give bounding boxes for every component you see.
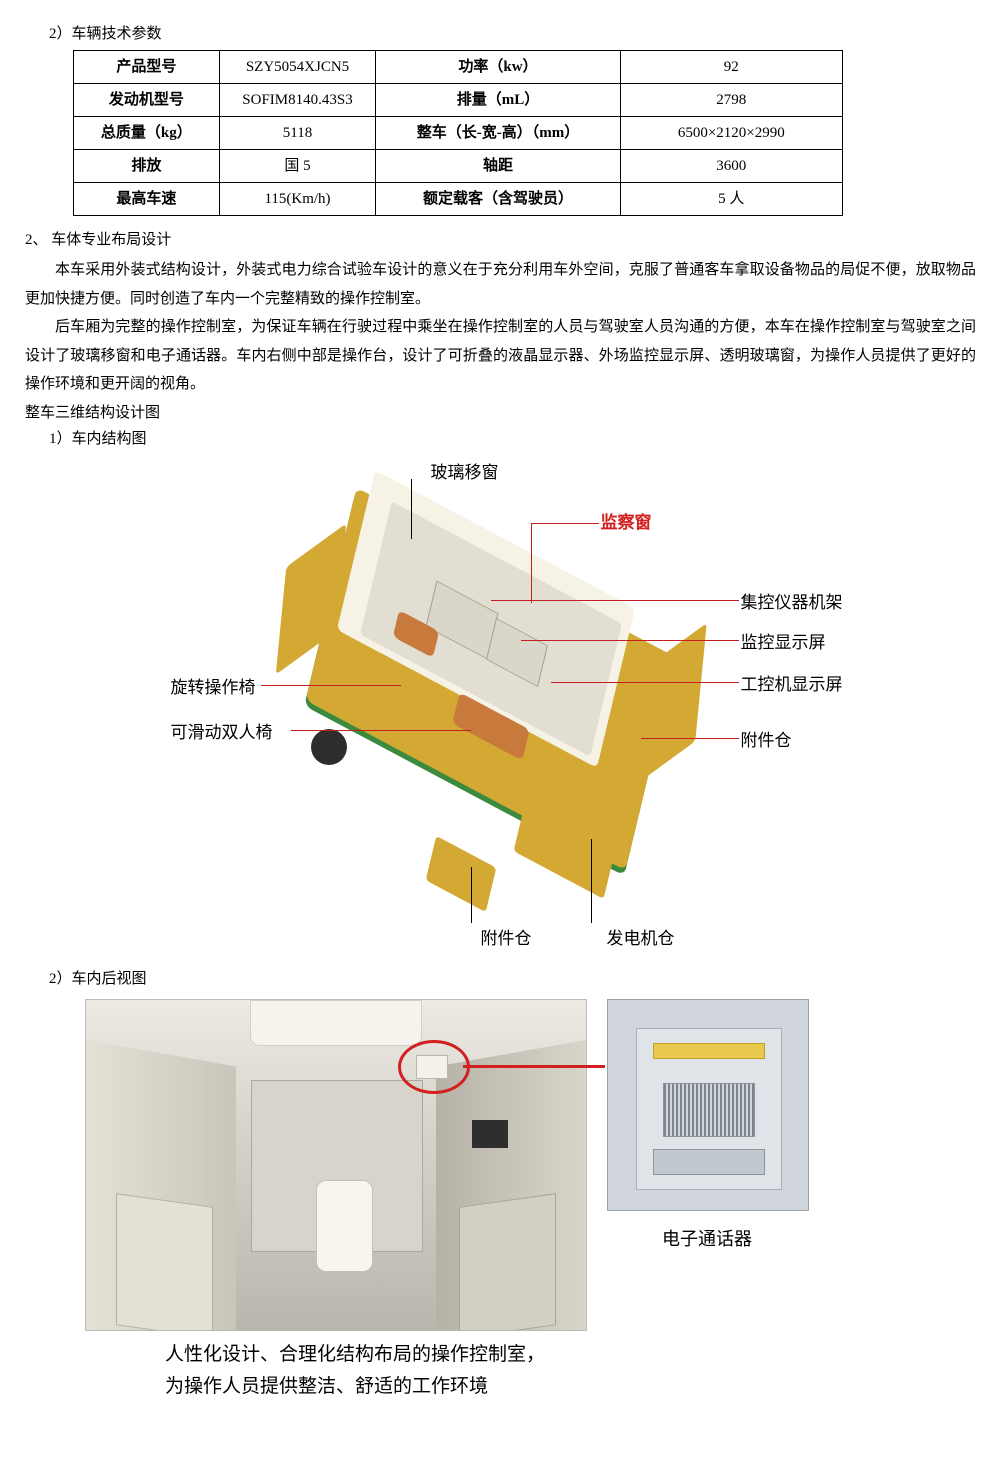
label-accessory-cabin: 附件仓 — [741, 727, 792, 754]
leader-line — [641, 738, 739, 739]
label-ipc-display: 工控机显示屏 — [741, 671, 843, 698]
vehicle-hatch — [425, 835, 496, 911]
cell-label: 总质量（kg） — [74, 117, 220, 150]
heading-rearview-fig: 2）车内后视图 — [49, 967, 976, 991]
photo-interior-rear — [85, 999, 587, 1331]
cell-label: 排放 — [74, 150, 220, 183]
intercom-unit — [636, 1028, 782, 1190]
heading-3d: 整车三维结构设计图 — [25, 401, 976, 425]
intercom-caption: 电子通话器 — [607, 1225, 807, 1254]
vehicle-graphic — [301, 499, 681, 889]
photo-monitor — [472, 1120, 508, 1148]
cell-value: SZY5054XJCN5 — [219, 51, 376, 84]
cell-value: 6500×2120×2990 — [620, 117, 842, 150]
label-generator-cabin: 发电机仓 — [607, 925, 675, 952]
cell-value: 国 5 — [219, 150, 376, 183]
bottom-caption: 人性化设计、合理化结构布局的操作控制室， 为操作人员提供整洁、舒适的工作环境 — [165, 1339, 976, 1404]
cell-label: 最高车速 — [74, 183, 220, 216]
table-row: 最高车速 115(Km/h) 额定载客（含驾驶员） 5 人 — [74, 183, 843, 216]
leader-line — [531, 523, 532, 603]
cell-value: 92 — [620, 51, 842, 84]
cell-label: 额定载客（含驾驶员） — [376, 183, 620, 216]
label-monitor-window: 监察窗 — [601, 509, 652, 536]
cell-label: 整车（长-宽-高）（mm） — [376, 117, 620, 150]
callout-line — [463, 1065, 605, 1068]
label-rack: 集控仪器机架 — [741, 589, 843, 616]
photo-chair — [316, 1180, 373, 1272]
leader-line — [551, 682, 739, 683]
cell-label: 发动机型号 — [74, 84, 220, 117]
table-row: 产品型号 SZY5054XJCN5 功率（kw） 92 — [74, 51, 843, 84]
leader-line — [521, 640, 739, 641]
leader-line — [491, 600, 739, 601]
callout-circle — [398, 1040, 470, 1094]
leader-line — [261, 685, 401, 686]
cell-value: 5 人 — [620, 183, 842, 216]
intercom-label-strip — [653, 1043, 765, 1059]
table-row: 排放 国 5 轴距 3600 — [74, 150, 843, 183]
cell-label: 功率（kw） — [376, 51, 620, 84]
section-2-title: 2）车辆技术参数 — [49, 22, 976, 46]
cell-value: 115(Km/h) — [219, 183, 376, 216]
cell-label: 轴距 — [376, 150, 620, 183]
heading-interior-fig: 1）车内结构图 — [49, 427, 976, 451]
photo-cabinet-left — [116, 1193, 213, 1331]
cell-value: 2798 — [620, 84, 842, 117]
heading-layout: 2、 车体专业布局设计 — [25, 228, 976, 252]
photo-intercom — [607, 999, 809, 1211]
label-accessory-cabin-2: 附件仓 — [481, 925, 532, 952]
cell-label: 产品型号 — [74, 51, 220, 84]
table-row: 总质量（kg） 5118 整车（长-宽-高）（mm） 6500×2120×299… — [74, 117, 843, 150]
leader-line — [471, 867, 472, 923]
vehicle-3d-diagram: 玻璃移窗 监察窗 旋转操作椅 可滑动双人椅 集控仪器机架 监控显示屏 工控机显示… — [151, 459, 851, 959]
label-glass-window: 玻璃移窗 — [431, 459, 499, 486]
cell-label: 排量（mL） — [376, 84, 620, 117]
bottom-caption-line2: 为操作人员提供整洁、舒适的工作环境 — [165, 1371, 976, 1403]
intercom-speaker — [663, 1083, 755, 1137]
cell-value: SOFIM8140.43S3 — [219, 84, 376, 117]
photo-cabinet-right — [459, 1193, 556, 1331]
leader-line — [291, 730, 471, 731]
photo-side-column: 电子通话器 — [607, 999, 807, 1254]
leader-line — [591, 839, 592, 923]
cell-value: 5118 — [219, 117, 376, 150]
photo-row: 电子通话器 — [85, 999, 976, 1331]
label-sliding-seat: 可滑动双人椅 — [171, 719, 273, 746]
para-1: 本车采用外装式结构设计，外装式电力综合试验车设计的意义在于充分利用车外空间，克服… — [25, 256, 976, 313]
leader-line — [411, 479, 412, 539]
table-row: 发动机型号 SOFIM8140.43S3 排量（mL） 2798 — [74, 84, 843, 117]
spec-table: 产品型号 SZY5054XJCN5 功率（kw） 92 发动机型号 SOFIM8… — [73, 50, 843, 216]
label-rotate-chair: 旋转操作椅 — [171, 674, 256, 701]
para-2: 后车厢为完整的操作控制室，为保证车辆在行驶过程中乘坐在操作控制室的人员与驾驶室人… — [25, 313, 976, 399]
leader-line — [531, 523, 599, 524]
cell-value: 3600 — [620, 150, 842, 183]
label-monitor-display: 监控显示屏 — [741, 629, 826, 656]
intercom-panel — [653, 1149, 765, 1175]
bottom-caption-line1: 人性化设计、合理化结构布局的操作控制室， — [165, 1339, 976, 1371]
vehicle-wheel — [311, 729, 347, 765]
